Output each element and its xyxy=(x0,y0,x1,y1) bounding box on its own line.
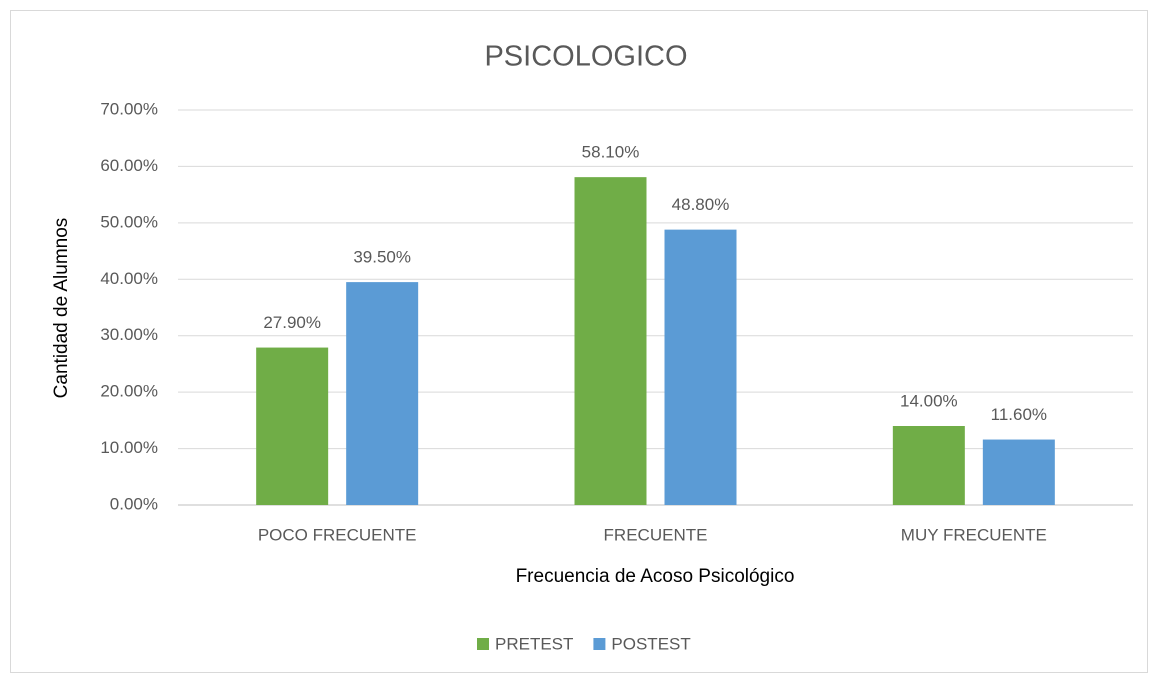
x-tick-label: MUY FRECUENTE xyxy=(901,525,1047,544)
value-label: 58.10% xyxy=(582,143,640,162)
bar xyxy=(664,229,737,505)
x-tick-label: FRECUENTE xyxy=(604,525,708,544)
chart-title: PSICOLOGICO xyxy=(484,41,687,73)
value-label: 14.00% xyxy=(900,391,958,410)
y-tick-label: 30.00% xyxy=(100,325,158,344)
y-tick-label: 20.00% xyxy=(100,382,158,401)
y-tick-label: 40.00% xyxy=(100,269,158,288)
bar xyxy=(256,347,329,505)
y-tick-label: 10.00% xyxy=(100,438,158,457)
bar xyxy=(892,426,965,505)
legend-label: PRETEST xyxy=(495,634,573,653)
y-tick-label: 60.00% xyxy=(100,156,158,175)
legend-swatch xyxy=(593,638,606,650)
legend-label: POSTEST xyxy=(611,634,690,653)
bar xyxy=(982,439,1055,505)
value-label: 48.80% xyxy=(672,195,730,214)
x-tick-label: POCO FRECUENTE xyxy=(258,525,417,544)
bar xyxy=(346,282,419,505)
value-label: 27.90% xyxy=(263,313,321,332)
y-axis-title: Cantidad de Alumnos xyxy=(51,218,72,399)
y-tick-label: 0.00% xyxy=(110,494,158,513)
value-label: 11.60% xyxy=(991,405,1047,424)
value-label: 39.50% xyxy=(353,248,411,267)
y-tick-label: 70.00% xyxy=(100,99,158,118)
bar xyxy=(574,177,647,505)
legend-swatch xyxy=(477,638,489,650)
x-axis-title: Frecuencia de Acoso Psicológico xyxy=(516,566,795,587)
y-tick-label: 50.00% xyxy=(100,212,158,231)
